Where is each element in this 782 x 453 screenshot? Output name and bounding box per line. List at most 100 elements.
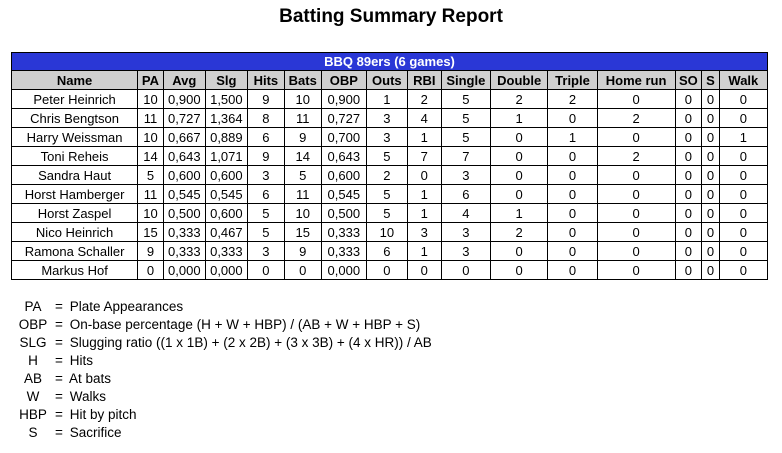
player-name-cell: Horst Zaspel xyxy=(10,203,139,223)
player-name-cell: Markus Hof xyxy=(10,260,139,280)
stat-cell: 0,333 xyxy=(162,241,206,261)
stat-cell: 0 xyxy=(701,260,720,280)
stat-cell: 0 xyxy=(718,222,769,242)
stat-cell: 0 xyxy=(365,260,408,280)
player-name-cell: Peter Heinrich xyxy=(10,89,139,109)
stat-cell: 3 xyxy=(440,222,491,242)
stat-cell: 8 xyxy=(246,108,285,128)
stat-cell: 0 xyxy=(547,108,598,128)
team-header: BBQ 89ers (6 games) xyxy=(11,52,768,71)
stat-cell: 0,333 xyxy=(162,222,206,242)
legend-equals: = xyxy=(55,317,63,332)
table-row: Nico Heinrich 15 0,333 0,467 5 15 0,333 10 3 3 2 0 0… xyxy=(10,222,769,242)
stat-cell: 6 xyxy=(365,241,408,261)
stat-cell: 0,333 xyxy=(320,241,367,261)
column-header-row: Name PA Avg Slg Hits Bats OBP Outs RBI Single Doub… xyxy=(10,70,769,90)
player-name-cell: Nico Heinrich xyxy=(10,222,139,242)
stat-cell: 0 xyxy=(596,222,676,242)
legend-abbreviation: H xyxy=(28,353,38,368)
column-header: Name xyxy=(10,70,139,90)
stat-cell: 0 xyxy=(674,222,703,242)
legend-item: AB = At bats xyxy=(14,370,432,388)
stat-cell: 0 xyxy=(596,241,676,261)
stat-cell: 0,545 xyxy=(204,184,248,204)
stat-cell: 1,364 xyxy=(204,108,248,128)
legend-abbreviation: OBP xyxy=(18,317,48,332)
legend-definition: Hits xyxy=(66,353,93,368)
stat-cell: 0 xyxy=(718,146,769,166)
stat-cell: 0 xyxy=(674,89,703,109)
stat-cell: 0,600 xyxy=(320,165,367,185)
legend-abbreviation: HBP xyxy=(19,407,47,422)
stat-cell: 0 xyxy=(701,165,720,185)
stat-cell: 1 xyxy=(406,127,442,147)
legend-equals: = xyxy=(55,371,63,386)
column-header: Hits xyxy=(246,70,285,90)
stat-cell: 5 xyxy=(137,165,164,185)
stat-cell: 0 xyxy=(489,260,549,280)
stat-cell: 0 xyxy=(701,108,720,128)
stat-cell: 3 xyxy=(440,165,491,185)
stat-cell: 0 xyxy=(674,241,703,261)
stat-cell: 3 xyxy=(440,241,491,261)
stat-cell: 0,643 xyxy=(320,146,367,166)
stat-cell: 0 xyxy=(674,203,703,223)
stat-cell: 2 xyxy=(489,222,549,242)
legend-abbreviation: SLG xyxy=(19,335,47,350)
stat-cell: 1 xyxy=(406,203,442,223)
stat-cell: 1 xyxy=(365,89,408,109)
stat-cell: 5 xyxy=(246,222,285,242)
stat-cell: 3 xyxy=(365,127,408,147)
column-header: Avg xyxy=(162,70,206,90)
stat-cell: 14 xyxy=(137,146,164,166)
player-name-cell: Harry Weissman xyxy=(10,127,139,147)
stat-cell: 9 xyxy=(246,89,285,109)
table-body: Peter Heinrich 10 0,900 1,500 9 10 0,900 1 2 5 2 2 0… xyxy=(10,89,769,280)
stat-cell: 9 xyxy=(283,127,322,147)
stat-cell: 0,900 xyxy=(320,89,367,109)
stat-cell: 6 xyxy=(440,184,491,204)
stat-cell: 0 xyxy=(489,184,549,204)
stat-cell: 0 xyxy=(718,241,769,261)
stat-cell: 2 xyxy=(365,165,408,185)
stat-cell: 9 xyxy=(137,241,164,261)
stat-cell: 0,600 xyxy=(204,203,248,223)
stat-cell: 0 xyxy=(596,127,676,147)
stat-cell: 1 xyxy=(547,127,598,147)
stat-cell: 0 xyxy=(596,260,676,280)
stat-cell: 2 xyxy=(406,89,442,109)
legend-equals: = xyxy=(55,335,63,350)
stat-cell: 0 xyxy=(283,260,322,280)
stat-cell: 2 xyxy=(596,146,676,166)
legend-equals: = xyxy=(55,353,63,368)
stat-cell: 0 xyxy=(489,241,549,261)
stat-cell: 3 xyxy=(246,241,285,261)
stat-cell: 9 xyxy=(246,146,285,166)
stat-cell: 0,467 xyxy=(204,222,248,242)
legend-equals: = xyxy=(55,389,63,404)
stat-cell: 1 xyxy=(406,241,442,261)
stat-cell: 0 xyxy=(701,146,720,166)
stat-cell: 0 xyxy=(547,222,598,242)
player-name-cell: Toni Reheis xyxy=(10,146,139,166)
stat-cell: 0,000 xyxy=(204,260,248,280)
table-row: Horst Hamberger 11 0,545 0,545 6 11 0,545 5 1 6 0 0… xyxy=(10,184,769,204)
stat-cell: 0,000 xyxy=(320,260,367,280)
stat-cell: 0 xyxy=(674,127,703,147)
column-header: OBP xyxy=(320,70,367,90)
legend-abbreviation: AB xyxy=(23,371,42,386)
column-header: Walk xyxy=(718,70,769,90)
legend-item: H = Hits xyxy=(14,352,432,370)
column-header: Double xyxy=(489,70,549,90)
stat-cell: 10 xyxy=(365,222,408,242)
legend-definition: At bats xyxy=(66,371,112,386)
stat-cell: 0 xyxy=(674,165,703,185)
stat-cell: 0 xyxy=(489,127,549,147)
stat-cell: 11 xyxy=(283,108,322,128)
stat-cell: 1,071 xyxy=(204,146,248,166)
stat-cell: 0 xyxy=(547,241,598,261)
column-header: PA xyxy=(137,70,164,90)
stat-cell: 0 xyxy=(137,260,164,280)
legend-equals: = xyxy=(55,299,63,314)
stat-cell: 5 xyxy=(440,127,491,147)
